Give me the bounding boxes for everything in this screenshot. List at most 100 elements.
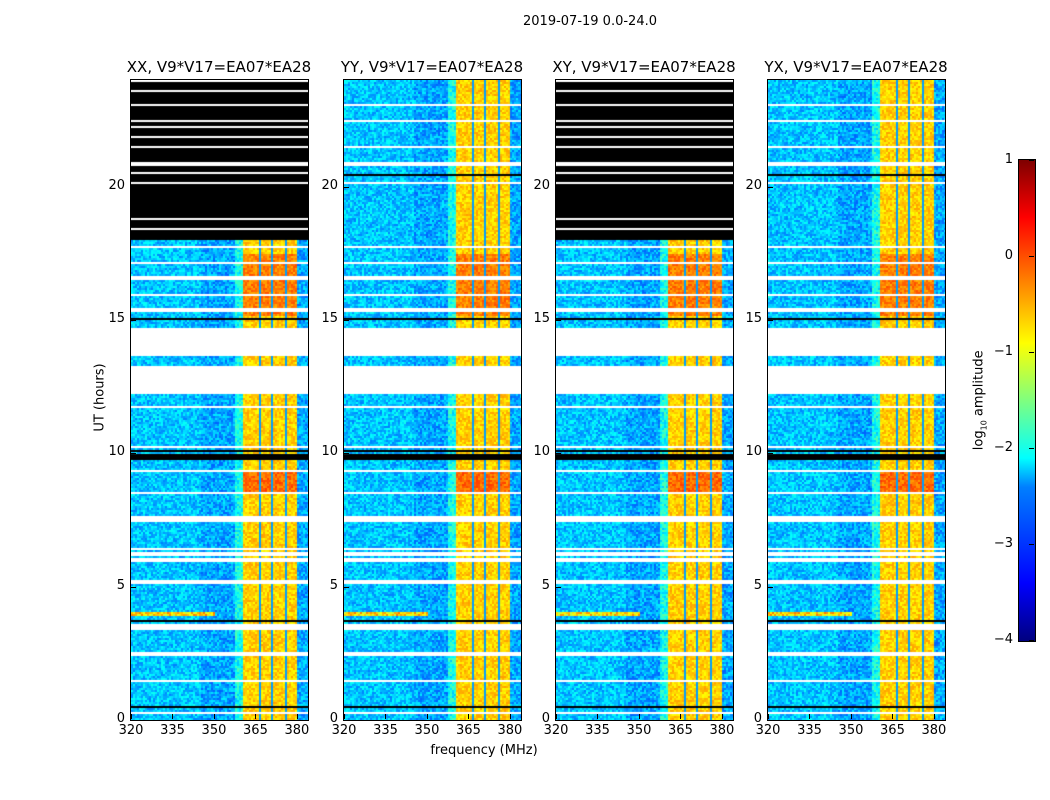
y-tick-label: 10	[108, 444, 125, 460]
y-tick-mark	[768, 320, 773, 321]
x-tick-mark	[850, 714, 852, 719]
x-tick-mark	[892, 714, 894, 719]
heatmap-image	[768, 80, 945, 720]
y-tick-label: 20	[745, 177, 762, 193]
y-tick-label: 15	[108, 311, 125, 326]
colorbar-tick-mark	[1029, 640, 1034, 641]
y-tick-label: 15	[321, 311, 338, 326]
y-tick-mark	[131, 320, 136, 321]
y-tick-label: 20	[533, 177, 550, 193]
y-tick-mark	[768, 186, 773, 188]
x-tick-label: 365	[880, 723, 905, 738]
y-axis-label: UT (hours)	[92, 363, 108, 432]
colorbar-tick-mark	[1029, 256, 1034, 257]
x-tick-label: 335	[797, 723, 822, 738]
x-tick-mark	[933, 714, 935, 719]
x-tick-label: 380	[921, 723, 947, 738]
x-tick-label: 380	[497, 723, 523, 738]
panel-title: XX, V9*V17=EA07*EA28	[126, 58, 312, 76]
x-tick-mark	[638, 714, 640, 719]
colorbar-tick-mark	[1029, 448, 1034, 449]
y-tick-label: 20	[321, 177, 338, 193]
y-tick-mark	[768, 453, 773, 455]
x-tick-mark	[385, 714, 387, 719]
y-tick-mark	[768, 586, 773, 588]
heatmap-panel	[555, 79, 734, 721]
panel-title: YX, V9*V17=EA07*EA28	[764, 58, 948, 76]
x-tick-mark	[426, 714, 428, 719]
colorbar	[1018, 159, 1036, 642]
y-tick-label: 20	[108, 177, 125, 193]
colorbar-label: log10 amplitude	[972, 350, 989, 450]
x-tick-label: 380	[284, 723, 310, 738]
heatmap-panel	[343, 79, 522, 721]
y-tick-label: 15	[745, 311, 762, 326]
y-tick-mark	[131, 720, 136, 721]
heatmap-image	[131, 80, 308, 720]
y-tick-label: 5	[753, 577, 762, 593]
y-tick-label: 5	[329, 577, 338, 593]
x-tick-mark	[721, 714, 723, 719]
y-tick-mark	[556, 586, 561, 588]
x-tick-label: 350	[414, 723, 440, 738]
y-tick-mark	[344, 186, 349, 188]
panel-title: XY, V9*V17=EA07*EA28	[552, 58, 736, 76]
x-tick-label: 350	[626, 723, 652, 738]
y-tick-mark	[131, 453, 136, 455]
x-tick-label: 365	[456, 723, 481, 738]
y-tick-label: 5	[541, 577, 550, 593]
x-tick-mark	[768, 714, 769, 719]
colorbar-tick-label: −2	[993, 440, 1013, 455]
y-tick-label: 5	[116, 577, 125, 593]
x-tick-label: 350	[201, 723, 227, 738]
colorbar-tick-label: −4	[993, 632, 1013, 647]
colorbar-tick-mark	[1029, 544, 1034, 545]
panel-title: YY, V9*V17=EA07*EA28	[340, 58, 524, 76]
heatmap-panel	[767, 79, 946, 721]
x-tick-mark	[468, 714, 470, 719]
x-tick-mark	[680, 714, 682, 719]
y-tick-label: 0	[753, 711, 762, 726]
x-tick-label: 335	[160, 723, 185, 738]
y-tick-label: 15	[533, 311, 550, 326]
x-tick-mark	[172, 714, 174, 719]
y-tick-mark	[344, 586, 349, 588]
colorbar-tick-label: −1	[993, 344, 1013, 359]
x-tick-label: 365	[243, 723, 268, 738]
y-tick-label: 0	[329, 711, 338, 726]
x-tick-mark	[131, 714, 132, 719]
x-tick-mark	[809, 714, 811, 719]
y-tick-mark	[131, 186, 136, 188]
x-tick-label: 320	[331, 723, 357, 738]
y-tick-mark	[768, 720, 773, 721]
x-tick-mark	[597, 714, 599, 719]
colorbar-label-rest: amplitude	[971, 350, 987, 421]
y-tick-mark	[556, 453, 561, 455]
y-tick-mark	[344, 453, 349, 455]
x-axis-label: frequency (MHz)	[430, 743, 538, 758]
x-tick-label: 335	[585, 723, 610, 738]
x-tick-mark	[213, 714, 215, 719]
x-tick-label: 365	[668, 723, 693, 738]
x-tick-label: 350	[838, 723, 864, 738]
x-tick-label: 335	[373, 723, 398, 738]
colorbar-tick-label: −3	[993, 536, 1013, 551]
colorbar-tick-mark	[1029, 352, 1034, 353]
x-tick-label: 380	[709, 723, 735, 738]
figure-title: 2019-07-19 0.0-24.0	[523, 14, 657, 29]
x-tick-label: 320	[118, 723, 144, 738]
y-tick-mark	[556, 186, 561, 188]
y-tick-mark	[131, 586, 136, 588]
colorbar-tick-label: 0	[1004, 248, 1013, 263]
x-tick-mark	[344, 714, 345, 719]
y-tick-label: 0	[116, 711, 125, 726]
y-tick-label: 10	[321, 444, 338, 460]
y-tick-label: 0	[541, 711, 550, 726]
heatmap-image	[556, 80, 733, 720]
colorbar-tick-label: 1	[1004, 152, 1013, 167]
y-tick-label: 10	[745, 444, 762, 460]
colorbar-label-sub: 10	[979, 420, 989, 431]
x-tick-mark	[296, 714, 298, 719]
x-tick-mark	[509, 714, 511, 719]
